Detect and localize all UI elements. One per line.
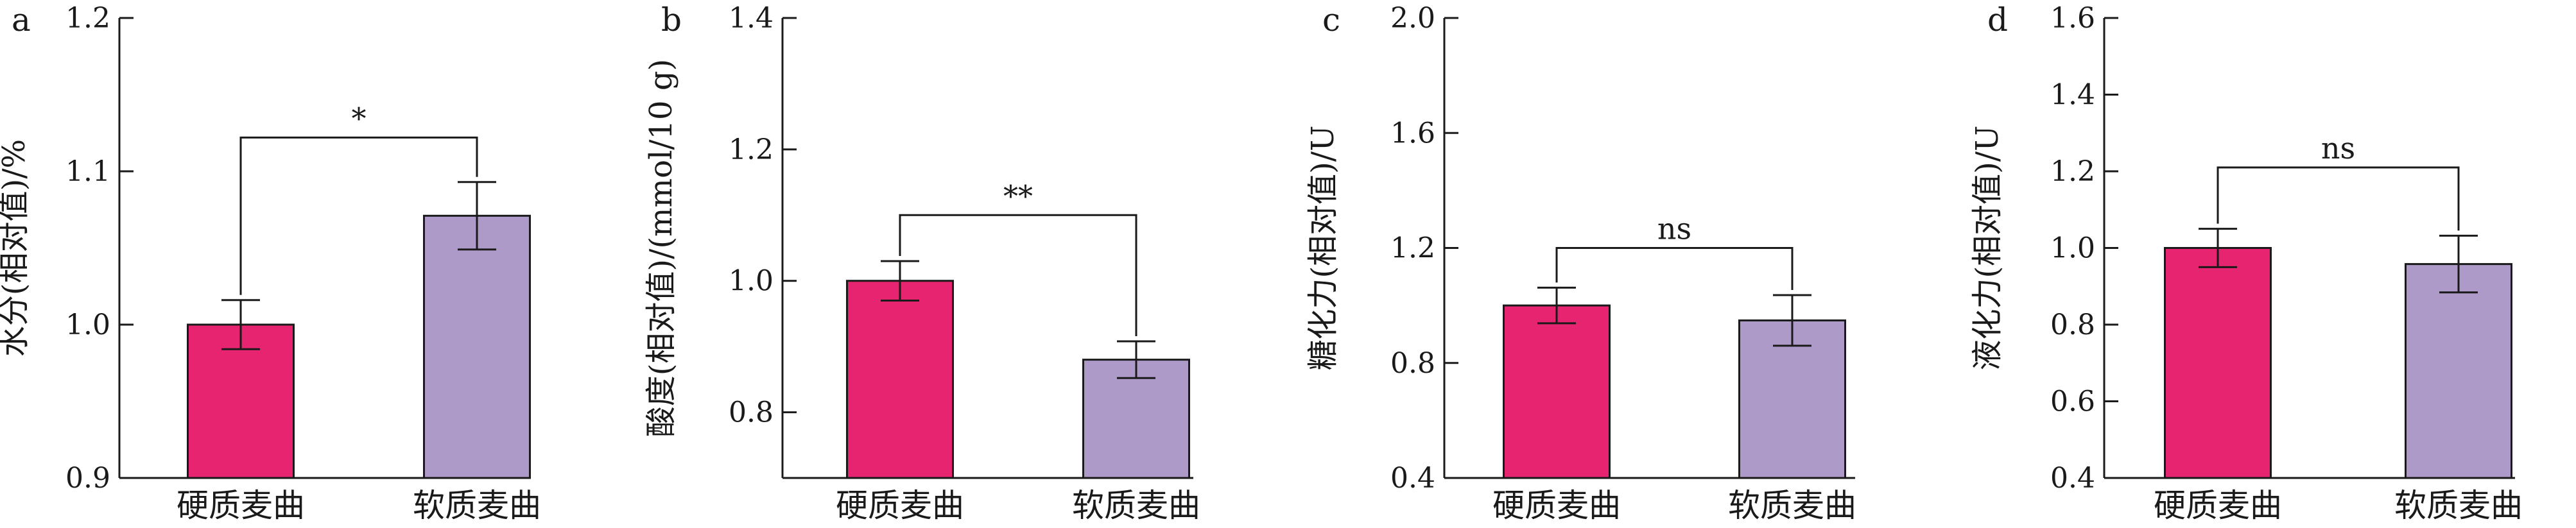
y-tick-label: 1.6 bbox=[2050, 2, 2095, 35]
y-tick-label: 0.6 bbox=[2050, 386, 2095, 418]
significance-label: * bbox=[352, 101, 367, 135]
y-tick-label: 1.2 bbox=[729, 133, 774, 166]
x-tick-label: 硬质麦曲 bbox=[836, 487, 964, 524]
y-tick-label: 1.0 bbox=[729, 265, 774, 298]
panel-a: a 0.9 1.0 1.1 1.2 水分(相对值)/% 硬质麦曲 软质麦曲 * bbox=[0, 1, 541, 524]
significance-bracket bbox=[899, 214, 1137, 336]
significance-bracket bbox=[2217, 166, 2460, 231]
y-axis-label: 糖化力(相对值)/U bbox=[1305, 125, 1341, 370]
x-tick-label: 硬质麦曲 bbox=[177, 487, 305, 524]
bar bbox=[1503, 304, 1611, 479]
bar bbox=[187, 323, 295, 479]
significance-bracket bbox=[1555, 247, 1794, 290]
x-tick-label: 软质麦曲 bbox=[2394, 487, 2523, 524]
y-axis-label: 水分(相对值)/% bbox=[0, 139, 32, 357]
bar bbox=[423, 214, 531, 479]
y-axis-label: 液化力(相对值)/U bbox=[1969, 125, 2005, 370]
y-tick-label: 1.2 bbox=[2050, 155, 2095, 188]
panel-letter: c bbox=[1322, 1, 1340, 38]
y-tick-label: 1.0 bbox=[2050, 232, 2095, 265]
x-tick-label: 软质麦曲 bbox=[413, 487, 541, 524]
y-tick-label: 1.6 bbox=[1390, 117, 1435, 149]
panel-letter: a bbox=[12, 1, 31, 38]
y-tick-label: 1.2 bbox=[65, 2, 110, 35]
y-axis-label: 酸度(相对值)/(mmol/10 g) bbox=[643, 59, 679, 438]
panel-c: c 0.4 0.8 1.2 1.6 2.0 糖化力(相对值)/U 硬质麦曲 软质麦曲 ns bbox=[1305, 1, 1856, 524]
panel-letter: b bbox=[661, 1, 682, 38]
bar bbox=[2164, 247, 2272, 479]
y-tick-label: 1.0 bbox=[65, 309, 110, 341]
y-tick-label: 1.4 bbox=[2050, 79, 2095, 112]
significance-label: ** bbox=[1003, 178, 1033, 213]
x-tick-label: 软质麦曲 bbox=[1072, 487, 1200, 524]
significance-label: ns bbox=[2321, 131, 2355, 166]
panel-letter: d bbox=[1987, 1, 2008, 38]
significance-bracket bbox=[239, 136, 478, 295]
bar bbox=[2405, 263, 2512, 479]
y-tick-label: 0.8 bbox=[729, 396, 774, 429]
y-tick-label: 1.1 bbox=[65, 155, 110, 188]
x-tick-label: 硬质麦曲 bbox=[2154, 487, 2282, 524]
bar bbox=[1082, 359, 1190, 479]
y-tick-label: 1.2 bbox=[1390, 232, 1435, 265]
panel-d: d 0.4 0.6 0.8 1.0 1.2 1.4 1.6 液化力(相对值)/U 硬质麦曲 软质麦曲… bbox=[1969, 1, 2523, 524]
y-tick-label: 2.0 bbox=[1390, 2, 1435, 35]
x-tick-label: 硬质麦曲 bbox=[1492, 487, 1621, 524]
bar bbox=[846, 280, 954, 479]
panel-b: b 0.8 1.0 1.2 1.4 酸度(相对值)/(mmol/10 g) 硬质麦曲 软质麦曲… bbox=[643, 1, 1200, 524]
x-tick-label: 软质麦曲 bbox=[1728, 487, 1856, 524]
significance-label: ns bbox=[1657, 212, 1691, 246]
y-tick-label: 0.8 bbox=[2050, 309, 2095, 341]
y-tick-label: 1.4 bbox=[729, 2, 774, 35]
y-tick-label: 0.9 bbox=[65, 462, 110, 495]
y-tick-label: 0.8 bbox=[1390, 347, 1435, 380]
y-tick-label: 0.4 bbox=[1390, 462, 1435, 495]
y-tick-label: 0.4 bbox=[2050, 462, 2095, 495]
